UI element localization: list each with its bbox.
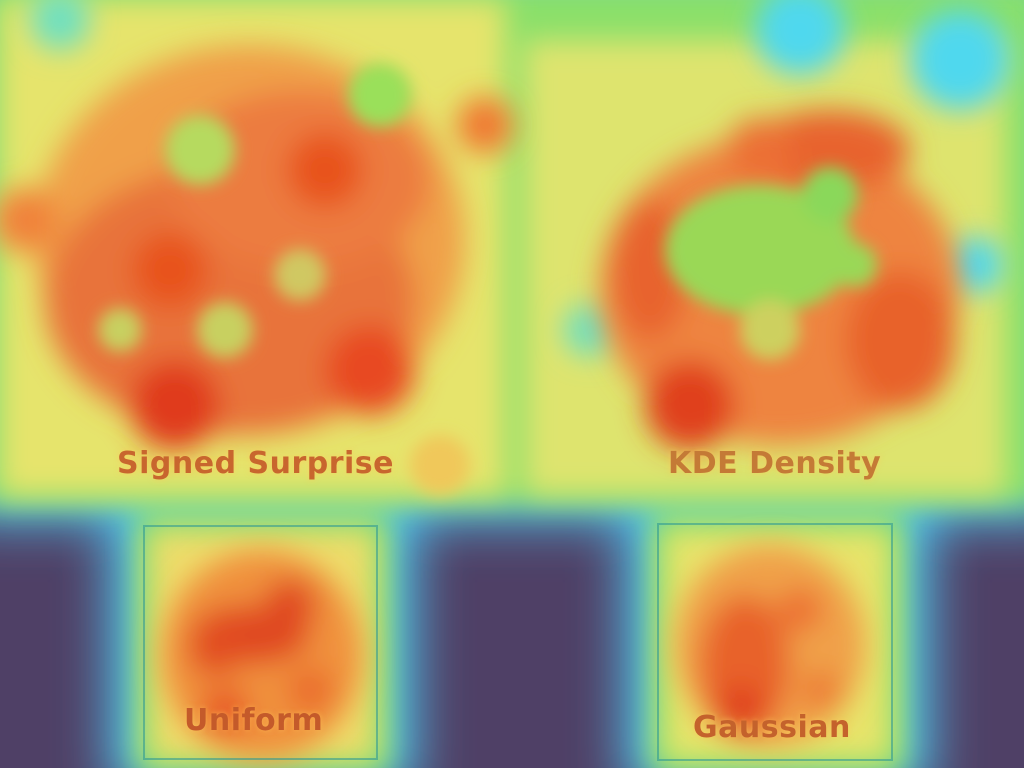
cool-spot	[665, 185, 855, 315]
hot-signed-surprise	[0, 45, 513, 450]
cool-spot	[197, 302, 253, 358]
cool-spots-signed-surprise	[98, 63, 470, 495]
gaussian-caption: Gaussian	[693, 710, 851, 745]
uniform-panel-border	[143, 525, 378, 760]
hot-blob	[457, 97, 513, 153]
hot-blob	[288, 668, 332, 712]
cool-spot	[98, 308, 142, 352]
cyan-spot	[947, 237, 1003, 293]
kde-density-caption: KDE Density	[668, 446, 882, 481]
hot-blob	[750, 110, 910, 190]
cool-spot	[740, 300, 800, 360]
hot-blob	[778, 588, 822, 632]
cool-spot	[802, 167, 858, 223]
hot-blob	[201, 686, 249, 734]
hot-uniform	[162, 550, 362, 760]
hot-blob	[0, 188, 57, 252]
hot-blob	[845, 270, 955, 410]
signed-surprise-caption: Signed Surprise	[117, 446, 395, 481]
hot-blob	[325, 325, 415, 415]
hot-gaussian	[675, 545, 865, 745]
hot-blob	[264, 579, 316, 631]
cool-spot	[274, 249, 326, 301]
hot-blob	[802, 672, 838, 708]
cyan-spot	[30, 0, 90, 50]
hot-blob	[287, 132, 363, 208]
cool-spot	[410, 435, 470, 495]
cool-core-kde-density	[665, 167, 877, 360]
gaussian-panel-border	[657, 523, 893, 761]
hot-blob	[189, 624, 241, 676]
hot-blob	[130, 360, 220, 450]
hot-blob	[728, 118, 792, 182]
hot-blob	[132, 232, 208, 308]
cool-spot	[833, 243, 877, 287]
cyan-spot	[910, 10, 1010, 110]
cyan-spot	[755, 0, 845, 75]
uniform-caption: Uniform	[184, 703, 324, 738]
hot-blob	[645, 360, 735, 450]
cool-spot	[165, 115, 235, 185]
cool-spot	[348, 63, 412, 127]
hot-blob	[716, 686, 764, 734]
